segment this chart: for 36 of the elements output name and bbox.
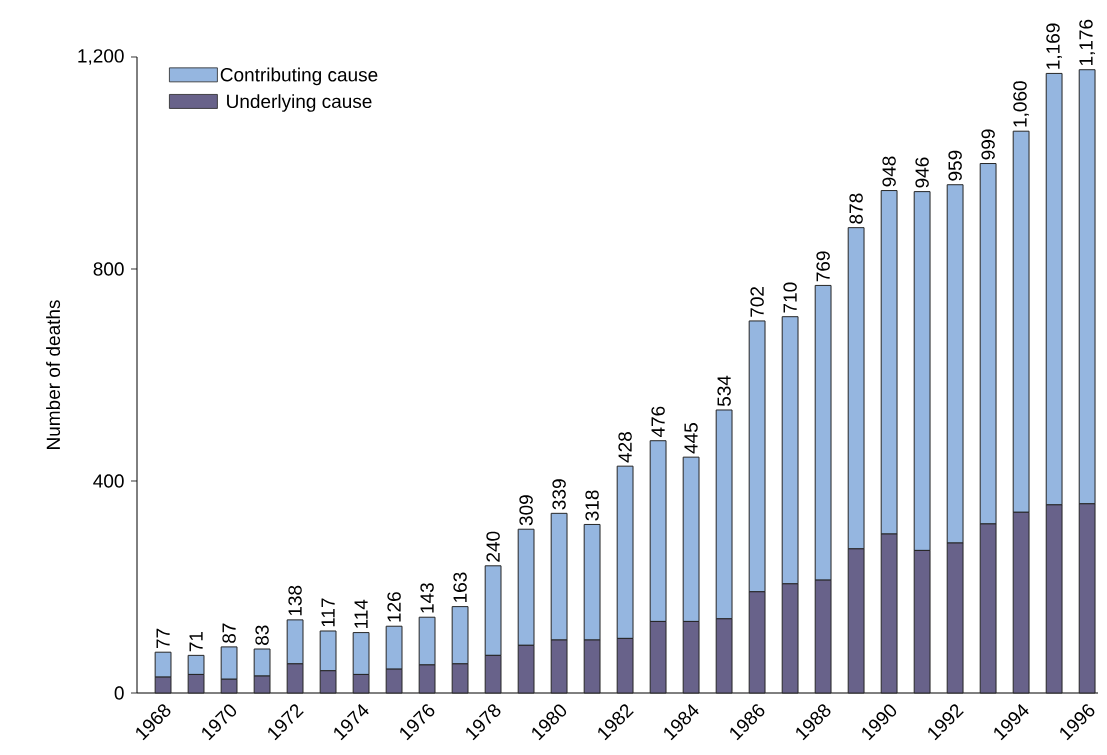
legend-label: Underlying cause [227,94,372,112]
total-label: 1,060 [1013,81,1029,127]
y-tick-label: 1,200 [78,49,124,65]
total-label: 702 [750,287,764,317]
y-axis-title: Number of deaths [46,300,61,449]
total-label: 534 [717,375,731,407]
y-tick-label: 800 [93,262,124,276]
total-label: 878 [849,193,863,224]
total-label: 71 [189,631,203,652]
total-label: 948 [882,156,896,187]
total-label: 710 [783,282,797,313]
total-label: 959 [948,150,962,181]
y-tick-label: 400 [93,474,124,488]
total-label: 946 [915,157,929,188]
total-label: 339 [552,479,566,510]
total-label: 769 [816,251,830,282]
total-label: 143 [420,583,434,613]
y-tick-label: 0 [114,686,124,700]
total-label: 117 [321,598,335,627]
total-label: 126 [387,592,401,622]
legend-label: Contributing cause [220,67,378,86]
total-label: 1,176 [1079,19,1095,66]
total-label: 138 [288,585,302,616]
total-label: 77 [156,628,170,649]
total-label: 114 [354,599,368,628]
total-label: 240 [486,531,500,562]
total-label: 87 [222,623,236,643]
total-label: 999 [981,129,995,160]
total-label: 476 [651,406,665,438]
total-label: 309 [519,495,533,526]
total-label: 1,169 [1046,23,1062,69]
total-label: 83 [255,625,269,645]
total-label: 163 [453,572,467,602]
total-label: 318 [585,490,599,521]
total-label: 445 [684,423,698,454]
total-label: 428 [618,432,632,463]
